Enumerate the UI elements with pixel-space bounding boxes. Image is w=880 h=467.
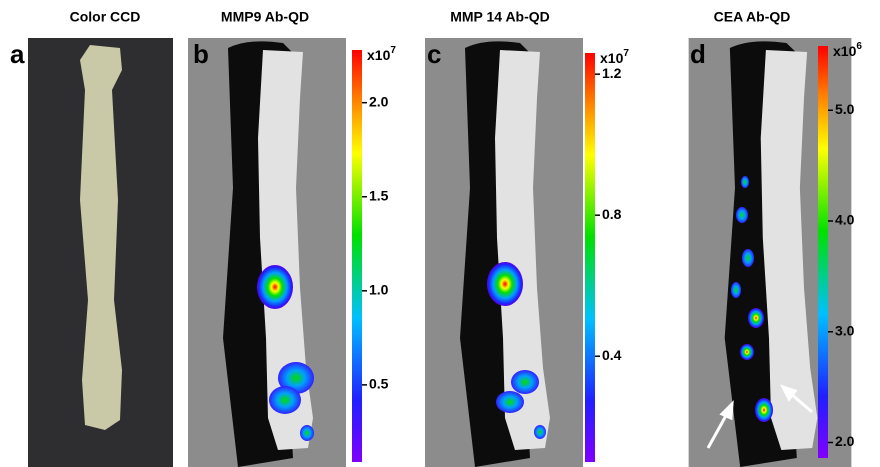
colorbar xyxy=(818,46,828,458)
signal xyxy=(534,425,546,439)
panel-letter: b xyxy=(193,39,209,69)
scale-base: x10 xyxy=(367,47,391,63)
panel-title: Color CCD xyxy=(70,9,141,25)
scale-exponent: 7 xyxy=(623,48,629,59)
signal xyxy=(755,398,773,422)
colorbar xyxy=(585,53,595,462)
signal xyxy=(741,176,749,188)
colorbar-scale: x106 xyxy=(833,41,862,59)
signal xyxy=(736,207,748,223)
colorbar-tick-label: 0.4 xyxy=(602,347,622,363)
colorbar-tick-label: 2.0 xyxy=(835,433,855,449)
arrows xyxy=(706,384,813,449)
signal xyxy=(257,265,293,309)
signal xyxy=(742,249,754,267)
colorbar-tick-label: 1.2 xyxy=(602,65,622,81)
panel-title: CEA Ab-QD xyxy=(714,9,791,25)
colorbar-scale: x107 xyxy=(367,45,396,63)
panel-a: a Color CCD xyxy=(10,9,173,467)
signal xyxy=(269,386,301,414)
panel-letter: d xyxy=(690,39,706,69)
panel-d: d CEA Ab-QD xyxy=(688,9,852,467)
panel-title: MMP 14 Ab-QD xyxy=(450,9,550,25)
signal xyxy=(731,282,741,298)
scale-exponent: 7 xyxy=(390,45,396,56)
colorbar-tick-label: 3.0 xyxy=(835,322,855,338)
colorbar-tick-label: 1.5 xyxy=(369,187,389,203)
scale-base: x10 xyxy=(833,43,857,59)
signal xyxy=(740,344,754,360)
signal xyxy=(511,370,539,394)
signal xyxy=(748,308,764,328)
colorbar-tick-label: 5.0 xyxy=(835,101,855,117)
panel-letter: a xyxy=(10,39,25,69)
scale-exponent: 6 xyxy=(856,41,862,52)
panel-letter: c xyxy=(427,39,441,69)
colorbar-tick-label: 0.5 xyxy=(369,376,389,392)
colorbar-tick-label: 2.0 xyxy=(369,93,389,109)
panel-title: MMP9 Ab-QD xyxy=(221,9,309,25)
colorbar-tick-label: 4.0 xyxy=(835,212,855,228)
colorbar-scale: x107 xyxy=(600,48,629,66)
panel-b: b MMP9 Ab-QD xyxy=(188,9,346,467)
colorbar xyxy=(352,50,362,462)
signal xyxy=(496,391,524,413)
signal xyxy=(487,262,523,306)
signal xyxy=(300,425,314,441)
signal xyxy=(278,362,314,394)
colorbar-tick-label: 0.8 xyxy=(602,206,622,222)
scale-base: x10 xyxy=(600,50,624,66)
colorbar-tick-label: 1.0 xyxy=(369,282,389,298)
panel-c: c MMP 14 Ab-QD xyxy=(425,9,583,467)
colon-photo xyxy=(80,45,122,430)
